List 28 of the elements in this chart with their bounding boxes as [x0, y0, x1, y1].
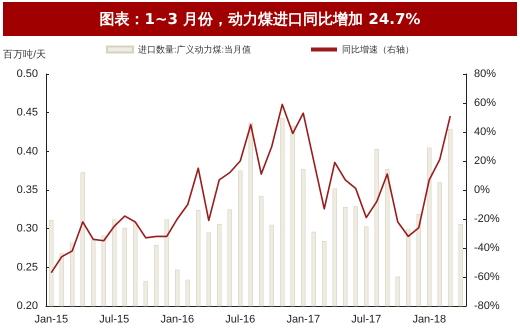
x-tick-label: Jul-17	[351, 314, 382, 326]
y-tick-label: 0.25	[16, 261, 38, 274]
y-tick-label: 0.20	[16, 300, 38, 312]
y2-tick-label: 60%	[474, 97, 496, 109]
x-tick-label: Jan-17	[286, 314, 320, 326]
y2-tick-label: -80%	[474, 300, 500, 312]
y2-tick-label: -20%	[474, 213, 500, 225]
x-tick-label: Jul-15	[99, 314, 130, 326]
y-tick-label: 0.30	[16, 222, 38, 235]
y-axis-title: 百万吨/天	[3, 48, 46, 60]
legend-label: 进口数量:广义动力煤:当月值	[138, 44, 252, 54]
y-tick-label: 0.40	[16, 145, 38, 158]
y2-tick-label: 0%	[474, 184, 490, 196]
y-tick-label: 0.50	[16, 68, 38, 80]
legend-label: 同比增速（右轴）	[342, 44, 414, 54]
y-tick-label: 0.35	[16, 184, 38, 196]
y-tick-label: 0.45	[16, 106, 38, 119]
x-tick-label: Jul-16	[225, 314, 256, 326]
x-tick-label: Jan-18	[412, 314, 446, 326]
y2-tick-label: -40%	[474, 242, 500, 254]
y2-tick-label: -60%	[474, 271, 500, 283]
y2-tick-label: 20%	[474, 155, 496, 167]
x-tick-label: Jan-16	[160, 314, 194, 326]
line-series	[50, 104, 452, 274]
chart-title: 图表：1~3 月份，动力煤进口同比增加 24.7%	[3, 2, 517, 36]
y2-tick-label: 40%	[474, 126, 496, 138]
x-tick-label: Jan-15	[34, 314, 68, 326]
y2-tick-label: 80%	[474, 68, 496, 80]
